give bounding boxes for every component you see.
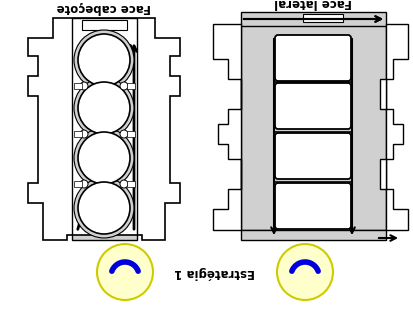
Bar: [72, 18, 137, 240]
Bar: [302, 14, 342, 22]
Circle shape: [80, 82, 88, 90]
Bar: [74, 181, 82, 187]
Bar: [74, 131, 82, 137]
Bar: [72, 18, 137, 240]
Circle shape: [74, 178, 134, 238]
Bar: [240, 12, 385, 26]
FancyBboxPatch shape: [274, 35, 350, 81]
Circle shape: [120, 82, 128, 90]
Circle shape: [80, 130, 88, 138]
Circle shape: [78, 34, 130, 86]
Circle shape: [97, 244, 153, 300]
Text: Estratégia 1: Estratégia 1: [174, 265, 255, 278]
Circle shape: [74, 78, 134, 138]
Bar: [240, 230, 385, 240]
FancyBboxPatch shape: [274, 133, 350, 179]
FancyBboxPatch shape: [274, 183, 350, 229]
Bar: [240, 24, 385, 230]
Circle shape: [80, 180, 88, 188]
Bar: [127, 131, 135, 137]
Polygon shape: [379, 24, 407, 230]
Polygon shape: [212, 24, 240, 230]
Circle shape: [276, 244, 332, 300]
Circle shape: [120, 180, 128, 188]
Circle shape: [78, 132, 130, 184]
Circle shape: [74, 30, 134, 90]
Bar: [74, 83, 82, 89]
Bar: [82, 20, 127, 30]
Circle shape: [74, 128, 134, 188]
Bar: [127, 83, 135, 89]
Text: Face lateral: Face lateral: [273, 0, 351, 9]
Text: Face cabeçote: Face cabeçote: [57, 1, 151, 14]
Polygon shape: [28, 18, 180, 240]
Circle shape: [120, 130, 128, 138]
Circle shape: [78, 82, 130, 134]
Circle shape: [78, 182, 130, 234]
Bar: [127, 181, 135, 187]
FancyBboxPatch shape: [274, 83, 350, 129]
